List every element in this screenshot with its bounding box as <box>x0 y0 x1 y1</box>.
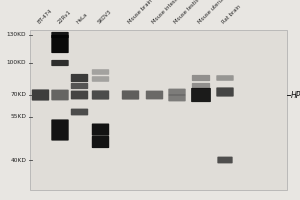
Text: HPSE2: HPSE2 <box>291 90 300 99</box>
FancyBboxPatch shape <box>218 157 233 163</box>
FancyBboxPatch shape <box>51 32 69 38</box>
FancyBboxPatch shape <box>51 60 69 66</box>
Text: 40KD: 40KD <box>11 158 26 162</box>
FancyBboxPatch shape <box>168 89 186 95</box>
FancyBboxPatch shape <box>168 95 186 101</box>
FancyBboxPatch shape <box>51 90 69 100</box>
FancyBboxPatch shape <box>92 136 109 148</box>
FancyBboxPatch shape <box>51 119 69 141</box>
Text: BT-474: BT-474 <box>37 8 53 25</box>
Text: 55KD: 55KD <box>11 114 26 119</box>
Text: HeLa: HeLa <box>76 12 89 25</box>
FancyBboxPatch shape <box>146 91 163 99</box>
FancyBboxPatch shape <box>192 75 210 81</box>
Text: 70KD: 70KD <box>11 92 26 98</box>
FancyBboxPatch shape <box>71 91 88 99</box>
Bar <box>30 30 286 190</box>
Text: Mouse intestine: Mouse intestine <box>151 0 184 25</box>
FancyBboxPatch shape <box>32 89 49 101</box>
FancyBboxPatch shape <box>92 124 109 136</box>
FancyBboxPatch shape <box>71 109 88 115</box>
FancyBboxPatch shape <box>71 83 88 89</box>
FancyBboxPatch shape <box>122 90 139 100</box>
FancyBboxPatch shape <box>192 83 210 89</box>
FancyBboxPatch shape <box>92 76 109 82</box>
FancyBboxPatch shape <box>216 87 234 97</box>
Text: Rat brain: Rat brain <box>221 4 242 25</box>
FancyBboxPatch shape <box>216 75 234 81</box>
FancyBboxPatch shape <box>92 90 109 100</box>
FancyBboxPatch shape <box>51 35 69 53</box>
Text: 100KD: 100KD <box>7 60 26 66</box>
FancyBboxPatch shape <box>191 88 211 102</box>
Text: 22Rv1: 22Rv1 <box>56 10 72 25</box>
Text: SKOV3: SKOV3 <box>97 9 113 25</box>
FancyBboxPatch shape <box>92 69 109 75</box>
Text: 130KD: 130KD <box>7 32 26 38</box>
Text: Mouse brain: Mouse brain <box>127 0 153 25</box>
FancyBboxPatch shape <box>71 74 88 82</box>
Text: Mouse testis: Mouse testis <box>173 0 200 25</box>
Text: Mouse uterus: Mouse uterus <box>197 0 226 25</box>
